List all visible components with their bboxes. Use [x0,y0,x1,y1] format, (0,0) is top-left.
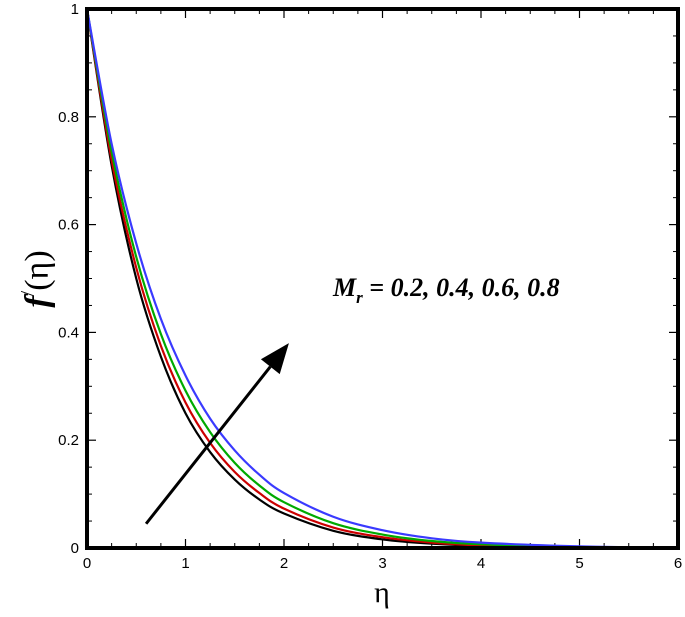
y-tick-label: 0.6 [58,217,79,234]
x-tick-label: 5 [575,555,583,572]
annotation-label: Mr = 0.2, 0.4, 0.6, 0.8 [332,273,560,307]
plot-frame [85,7,680,550]
arrow-head [260,343,289,375]
y-tick-label: 0.4 [58,324,79,341]
series-line-3 [87,9,678,548]
x-tick-label: 6 [674,555,682,572]
annotation-subscript: r [356,288,363,307]
y-tick-label: 0.2 [58,432,79,449]
x-tick-label: 1 [181,555,189,572]
x-axis-label: η [374,576,390,609]
y-axis-label-arg: (η) [19,250,56,290]
annotation-symbol: M [332,273,357,302]
y-tick-label: 0.8 [58,109,79,126]
arrow-shaft [144,365,272,525]
series-line-2 [87,9,678,548]
y-tick-label: 1 [71,1,79,18]
tick-labels: 0 1 2 3 4 5 6 0 0.2 0.4 0.6 0.8 1 [58,1,682,572]
y-axis-label: f/(η) [17,250,56,307]
x-tick-label: 4 [477,555,485,572]
y-axis-label-base: f [19,293,56,308]
trend-arrow [144,343,289,525]
series-group [87,9,678,548]
x-tick-label: 3 [378,555,386,572]
x-tick-label: 0 [83,555,91,572]
x-tick-label: 2 [280,555,288,572]
y-axis-label-prime: / [17,290,39,296]
series-line-4 [87,9,678,548]
y-tick-label: 0 [71,540,79,557]
svg-text:f/(η): f/(η) [17,250,56,307]
annotation-values: = 0.2, 0.4, 0.6, 0.8 [363,273,560,302]
